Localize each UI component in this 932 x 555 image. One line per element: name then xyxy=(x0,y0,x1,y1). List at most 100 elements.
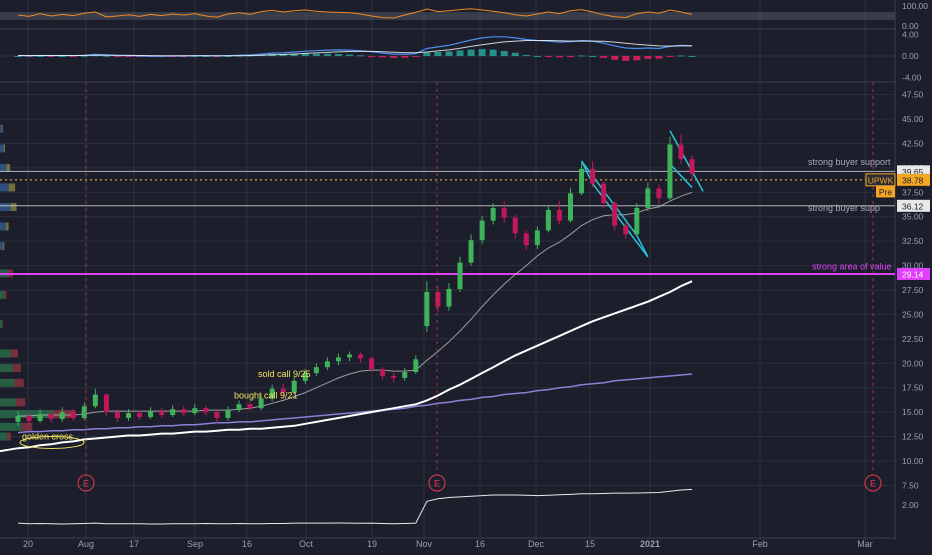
profile-bar-down xyxy=(6,163,11,172)
candle-body xyxy=(313,367,319,374)
macd-histogram-bar xyxy=(445,51,453,56)
time-tick-label: 2021 xyxy=(640,539,660,549)
rsi-band xyxy=(0,12,895,20)
candle-body xyxy=(490,207,496,221)
candle-body xyxy=(556,209,562,221)
profile-bar-up xyxy=(0,202,11,211)
ma-200-line xyxy=(17,373,693,434)
macd-histogram-bar xyxy=(467,49,475,56)
profile-bar-down xyxy=(54,410,76,419)
price-tick-label: 7.50 xyxy=(902,480,919,490)
annotation-text: strong area of value xyxy=(812,261,892,271)
time-tick-label: 17 xyxy=(129,539,139,549)
candle-body xyxy=(26,416,32,421)
macd-histogram-bar xyxy=(301,53,309,56)
candle-body xyxy=(258,398,264,409)
earnings-marker[interactable] xyxy=(864,474,882,492)
candle-body xyxy=(369,358,375,370)
profile-bar-up xyxy=(0,242,3,251)
candle-body xyxy=(358,354,364,359)
candle-body xyxy=(435,291,441,307)
price-label-box xyxy=(897,199,930,212)
profile-bar-up xyxy=(0,398,16,407)
profile-bar-up xyxy=(0,432,8,441)
candle-body xyxy=(103,394,109,413)
profile-bar-up xyxy=(0,124,3,133)
candle-body xyxy=(114,412,120,418)
candle-body xyxy=(457,262,463,290)
macd-histogram-bar xyxy=(633,56,641,61)
price-tick-label: 10.00 xyxy=(902,456,924,466)
candle-body xyxy=(656,188,662,199)
macd-histogram-bar xyxy=(279,54,287,56)
candle-body xyxy=(645,188,651,208)
candle-body xyxy=(612,203,618,226)
earnings-marker[interactable] xyxy=(428,474,446,492)
macd-histogram-bar xyxy=(533,56,541,57)
rsi-line xyxy=(17,8,693,19)
profile-bar-down xyxy=(10,349,18,358)
macd-histogram-bar xyxy=(224,55,232,57)
profile-bar-up xyxy=(0,290,5,299)
price-label-text: 36.12 xyxy=(902,201,924,211)
earnings-marker-label: E xyxy=(83,479,89,489)
macd-panel xyxy=(14,36,696,61)
macd-histogram-bar xyxy=(522,54,530,56)
price-tick-label: 27.50 xyxy=(902,285,924,295)
pre-badge-label: Pre xyxy=(879,187,893,197)
candle-body xyxy=(446,289,452,307)
candle-body xyxy=(225,410,231,418)
earnings-marker[interactable] xyxy=(77,474,95,492)
macd-histogram-bar xyxy=(312,53,320,56)
candle-body xyxy=(192,408,198,414)
pre-badge[interactable] xyxy=(876,185,895,198)
macd-histogram-bar xyxy=(589,56,597,57)
annotation-text: golden cross xyxy=(22,431,74,441)
profile-bar-up xyxy=(0,378,15,387)
profile-bar-up xyxy=(0,422,22,431)
ma-50-line xyxy=(17,280,693,450)
time-tick-label: Nov xyxy=(416,539,433,549)
candle-body xyxy=(402,372,408,378)
profile-bar-down xyxy=(4,290,7,299)
macd-histogram-bar xyxy=(666,56,674,57)
macd-histogram-bar xyxy=(677,55,685,57)
macd-histogram-bar xyxy=(600,56,608,58)
candle-body xyxy=(70,412,76,418)
candle-body xyxy=(15,416,21,422)
macd-tick-label: 0.00 xyxy=(902,51,919,61)
profile-bar-up xyxy=(0,349,11,358)
macd-histogram-bar xyxy=(323,53,331,56)
golden-cross-ellipse xyxy=(19,435,85,449)
macd-tick-label: -4.00 xyxy=(902,72,922,82)
candle-body xyxy=(302,373,308,381)
macd-histogram-bar xyxy=(401,56,409,58)
candle-body xyxy=(534,230,540,246)
candle-body xyxy=(634,207,640,235)
time-tick-label: Mar xyxy=(857,539,873,549)
annotation-text: strong buyer support xyxy=(808,157,891,167)
profile-bar-down xyxy=(2,320,3,329)
price-label-box xyxy=(897,173,930,186)
profile-bar-up xyxy=(0,364,13,373)
macd-histogram-bar xyxy=(102,55,110,57)
price-tick-label: 32.50 xyxy=(902,236,924,246)
candle-body xyxy=(59,412,65,419)
time-tick-label: 16 xyxy=(475,539,485,549)
annotation-text: strong buyer supp xyxy=(808,203,880,213)
price-axis[interactable]: 47.5045.0042.5040.0037.5035.0032.5030.00… xyxy=(865,0,932,540)
earnings-marker-label: E xyxy=(870,479,876,489)
time-axis[interactable]: 20 Aug 17 Sep 16 Oct 19 Nov 16 Dec 15 2021 Feb Mar xyxy=(23,539,873,549)
time-tick-label: 20 xyxy=(23,539,33,549)
candle-body xyxy=(523,233,529,246)
price-tick-label: 17.50 xyxy=(902,383,924,393)
channel-line xyxy=(669,130,704,192)
profile-bar-up xyxy=(0,320,3,329)
candle-body xyxy=(413,359,419,373)
ma-50-lead xyxy=(0,447,19,453)
candlesticks xyxy=(15,134,695,426)
candle-body xyxy=(92,394,98,407)
volume-profile xyxy=(0,124,76,441)
